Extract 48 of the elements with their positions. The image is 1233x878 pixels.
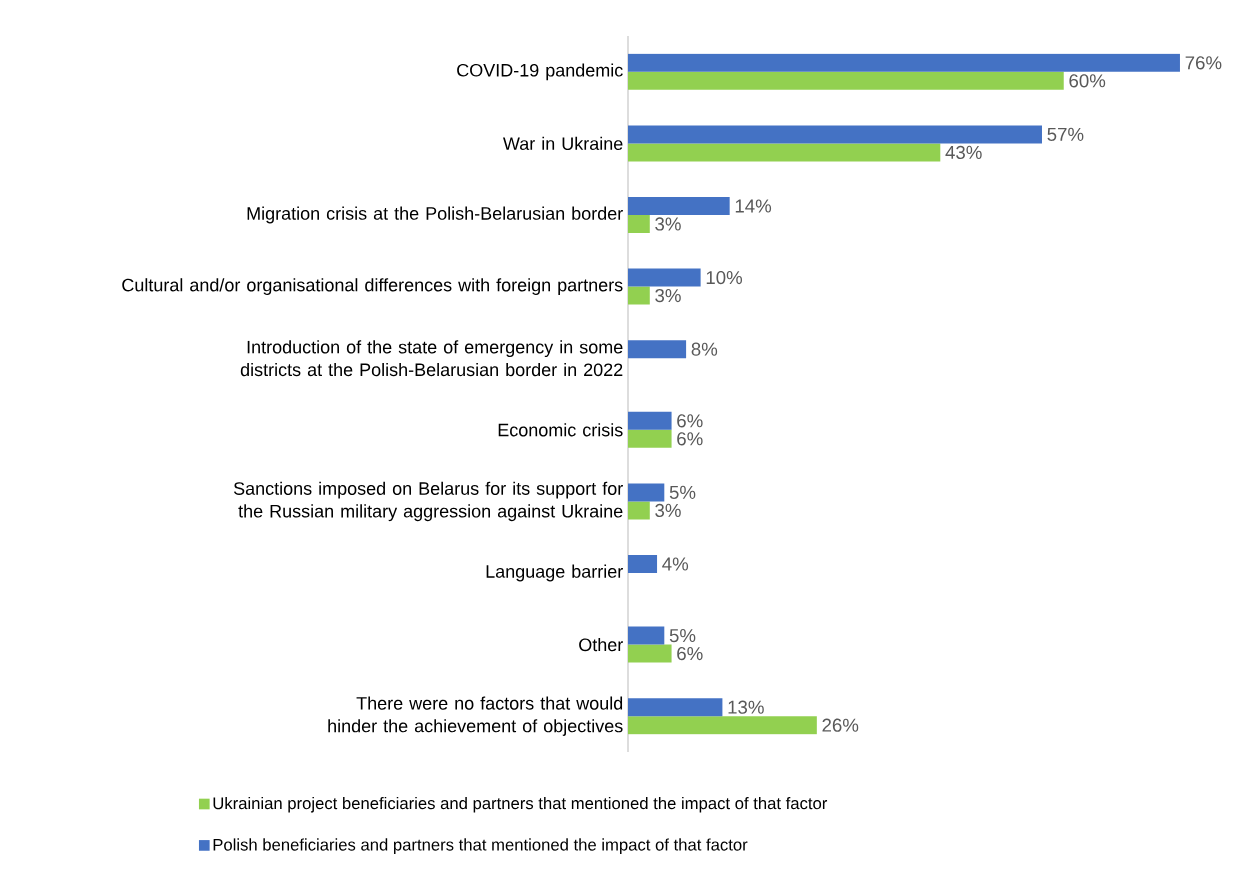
data-label: 4% (662, 557, 689, 571)
bar (628, 555, 658, 573)
data-label: 3% (655, 217, 681, 231)
data-label: 13% (728, 700, 764, 714)
bar (628, 340, 687, 359)
bar (628, 698, 723, 717)
data-label: 26% (822, 718, 859, 732)
bar (628, 125, 1042, 144)
bar (628, 429, 672, 448)
data-label: 60% (1069, 74, 1106, 88)
y-tick-label: Cultural and/or organisational differences with foreign partners (122, 278, 623, 295)
data-label: 5% (669, 485, 696, 499)
y-tick-label: COVID-19 pandemic (457, 63, 623, 81)
bar (628, 53, 1180, 72)
data-label: 14% (735, 199, 772, 213)
bar (628, 411, 672, 430)
data-label: 3% (655, 503, 681, 518)
data-label: 76% (1185, 56, 1222, 70)
data-label: 8% (691, 342, 718, 356)
bar (628, 71, 1064, 90)
legend-label: Polish beneficiaries and partners that mentioned the impact of that factor (213, 838, 748, 854)
y-tick-label: War in Ukraine (503, 136, 623, 150)
bar (628, 268, 701, 287)
y-tick-label: Introduction of the state of emergency in some districts at the Polish-Belarusian border in 2022 (240, 340, 623, 377)
bar (628, 197, 730, 215)
bar (628, 501, 650, 520)
bar (628, 626, 665, 645)
data-label: 57% (1047, 127, 1084, 141)
bar (628, 215, 650, 233)
bar (628, 716, 817, 735)
data-label: 3% (655, 288, 681, 303)
y-tick-label: Economic crisis (498, 423, 623, 437)
bar (628, 143, 941, 162)
data-label: 43% (945, 145, 982, 160)
data-label: 10% (706, 270, 743, 285)
y-tick-label: Migration crisis at the Polish-Belarusian border (247, 206, 623, 224)
legend-label: Ukrainian project beneficiaries and partners that mentioned the impact of that factor (213, 796, 828, 813)
bar (628, 286, 650, 305)
bar (628, 483, 665, 502)
y-tick-label: Sanctions imposed on Belarus for its support for the Russian military aggression against Ukraine (233, 481, 623, 522)
data-label: 6% (677, 414, 703, 428)
data-label: 6% (677, 432, 703, 446)
y-tick-label: Language barrier (486, 564, 623, 582)
bar (628, 644, 672, 663)
data-label: 5% (669, 629, 696, 643)
y-tick-label: Other (579, 637, 623, 652)
data-label: 6% (677, 646, 703, 661)
y-tick-label: There were no factors that would hinder the achievement of objectives (328, 696, 623, 736)
